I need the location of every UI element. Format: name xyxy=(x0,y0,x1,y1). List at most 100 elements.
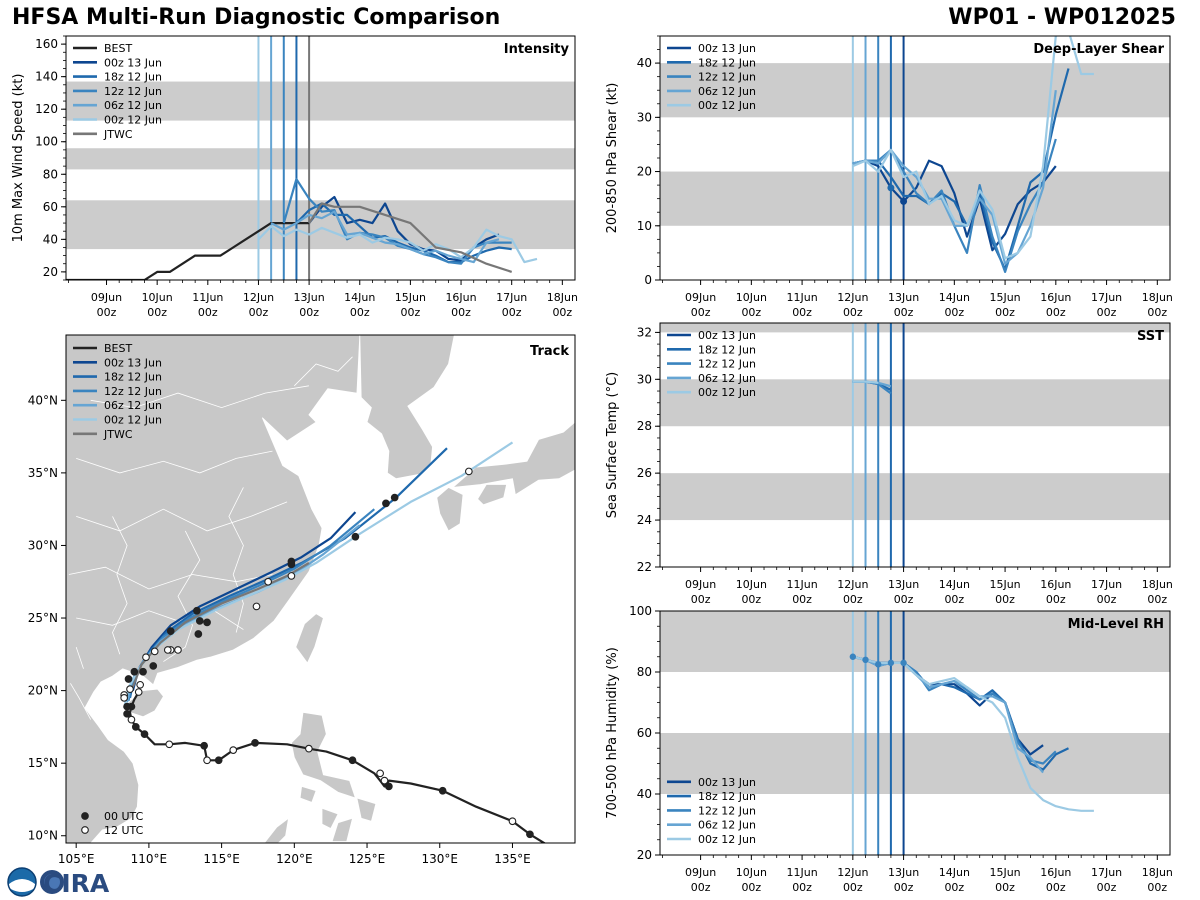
rh-legend-label-3: 06z 12 Jun xyxy=(698,819,756,832)
shear-band-0 xyxy=(660,171,1170,226)
intensity-frame xyxy=(65,35,576,281)
track-xtick-label-3: 120°E xyxy=(276,852,313,866)
rh-ytick-label-3: 80 xyxy=(637,665,652,679)
shear-xtick-hour-4: 00z xyxy=(894,306,914,319)
track-xtick-label-6: 135°E xyxy=(494,852,531,866)
storm-id-title: WP01 - WP012025 xyxy=(948,5,1176,30)
track-land-palawan xyxy=(263,817,290,843)
shear-panel: 0 10 20 30 40 09Jun 00z 10Jun 00z 11Jun 00z 12Jun 00… xyxy=(605,35,1173,319)
track-land-mindoro xyxy=(299,785,317,803)
shear-legend-label-4: 00z 12 Jun xyxy=(698,99,756,112)
shear-ytick-label-2: 20 xyxy=(637,165,652,179)
rh-marker-3 xyxy=(887,659,895,667)
sst-panel: 22 24 26 28 30 32 09Jun 00z 10Jun 00z 11Jun 00z 12Ju… xyxy=(605,322,1173,606)
sst-ytick-label-0: 22 xyxy=(637,560,652,574)
rh-xtick-day-0: 09Jun xyxy=(685,866,716,879)
track-marker-legend-symbol-1 xyxy=(81,826,89,834)
track-best-marker-3 xyxy=(385,782,393,791)
track-best-marker-0 xyxy=(526,830,534,839)
sst-band-2 xyxy=(660,323,1170,333)
track-best-marker-12 xyxy=(200,741,209,750)
sst-xtick-day-9: 18Jun xyxy=(1142,578,1173,591)
intensity-xtick-hour-5: 00z xyxy=(350,306,370,319)
rh-xtick-hour-0: 00z xyxy=(691,881,711,894)
intensity-xtick-hour-2: 00z xyxy=(198,306,218,319)
track-forecast-marker-11 xyxy=(194,630,203,638)
track-land-shikoku xyxy=(477,484,508,506)
rh-xtick-hour-9: 00z xyxy=(1147,881,1167,894)
cira-logo-text: CIRA xyxy=(43,869,110,898)
track-legend-label-1: 00z 13 Jun xyxy=(104,356,162,369)
track-best-marker-1 xyxy=(508,817,517,826)
track-forecast-marker-5 xyxy=(464,467,473,476)
rh-xtick-hour-6: 00z xyxy=(995,881,1015,894)
shear-xtick-day-0: 09Jun xyxy=(685,291,716,304)
shear-xtick-hour-0: 00z xyxy=(691,306,711,319)
rh-band-0 xyxy=(660,733,1170,794)
intensity-ytick-label-6: 140 xyxy=(35,70,58,84)
logos: CIRA xyxy=(7,867,110,898)
sst-ytick-label-4: 30 xyxy=(637,372,652,386)
track-forecast-marker-17 xyxy=(149,662,158,670)
rh-xtick-hour-5: 00z xyxy=(944,881,964,894)
rh-legend-label-0: 00z 13 Jun xyxy=(698,776,756,789)
track-border-10 xyxy=(294,356,353,387)
track-border-2 xyxy=(76,610,244,630)
track-forecast-jtwc xyxy=(130,561,310,692)
track-xtick-label-4: 125°E xyxy=(349,852,386,866)
intensity-ytick-label-4: 100 xyxy=(35,135,58,149)
shear-xtick-hour-6: 00z xyxy=(995,306,1015,319)
shear-marker-00z xyxy=(900,197,908,205)
noaa-logo-icon xyxy=(7,867,37,897)
shear-legend-label-0: 00z 13 Jun xyxy=(698,42,756,55)
sst-xtick-hour-9: 00z xyxy=(1147,593,1167,606)
sst-xtick-day-8: 17Jun xyxy=(1091,578,1122,591)
shear-band-1 xyxy=(660,63,1170,118)
intensity-xtick-hour-0: 00z xyxy=(97,306,117,319)
shear-series-06z-12-jun xyxy=(852,90,1057,265)
track-best-marker-14 xyxy=(140,730,149,738)
track-forecast-marker-27 xyxy=(174,646,182,654)
intensity-legend-label-5: 00z 12 Jun xyxy=(104,114,162,127)
rh-ytick-label-1: 40 xyxy=(637,787,652,801)
rh-xtick-day-5: 14Jun xyxy=(939,866,970,879)
track-forecast-marker-10 xyxy=(195,617,204,625)
track-forecast-marker-21 xyxy=(124,675,133,683)
track-land-honshu xyxy=(451,421,575,496)
track-border-0 xyxy=(76,501,288,532)
rh-marker-2 xyxy=(875,661,882,668)
rh-xtick-day-4: 13Jun xyxy=(888,866,919,879)
shear-xtick-hour-2: 00z xyxy=(792,306,812,319)
intensity-series-06z-12-jun xyxy=(270,210,500,264)
track-plot-area xyxy=(66,335,575,843)
shear-ytick-label-1: 10 xyxy=(637,219,652,233)
sst-legend-label-3: 06z 12 Jun xyxy=(698,372,756,385)
sst-legend-label-0: 00z 13 Jun xyxy=(698,329,756,342)
rh-xtick-hour-4: 00z xyxy=(894,881,914,894)
sst-xtick-day-2: 11Jun xyxy=(786,578,817,591)
track-ytick-label-1: 15°N xyxy=(28,756,58,770)
intensity-xtick-day-1: 10Jun xyxy=(142,291,173,304)
sst-title: SST xyxy=(1137,329,1164,344)
rh-xtick-day-6: 15Jun xyxy=(989,866,1020,879)
rh-marker-1 xyxy=(862,656,869,663)
intensity-legend-label-6: JTWC xyxy=(103,128,133,141)
track-panel: 105°E 110°E 115°E 120°E 125°E 130°E 135°E 10°N 1… xyxy=(28,334,576,866)
rh-ytick-label-2: 60 xyxy=(637,726,652,740)
intensity-xtick-hour-9: 00z xyxy=(552,306,572,319)
track-marker-legend-label-1: 12 UTC xyxy=(104,824,144,837)
shear-xtick-day-8: 17Jun xyxy=(1091,291,1122,304)
track-forecast-marker-4 xyxy=(390,493,399,502)
intensity-plot-area xyxy=(66,36,575,280)
intensity-xtick-hour-6: 00z xyxy=(401,306,421,319)
intensity-xtick-day-7: 16Jun xyxy=(445,291,476,304)
intensity-panel: 20 40 60 80 100 120 140 160 09Jun 00z 10Jun 00z 11Ju… xyxy=(11,35,578,319)
intensity-ytick-label-0: 20 xyxy=(43,265,58,279)
track-border-1 xyxy=(68,566,273,590)
shear-xtick-hour-1: 00z xyxy=(741,306,761,319)
sst-ytick-label-1: 24 xyxy=(637,513,652,527)
intensity-xtick-day-9: 18Jun xyxy=(547,291,578,304)
sst-xtick-hour-6: 00z xyxy=(995,593,1015,606)
intensity-band-2 xyxy=(66,81,575,121)
